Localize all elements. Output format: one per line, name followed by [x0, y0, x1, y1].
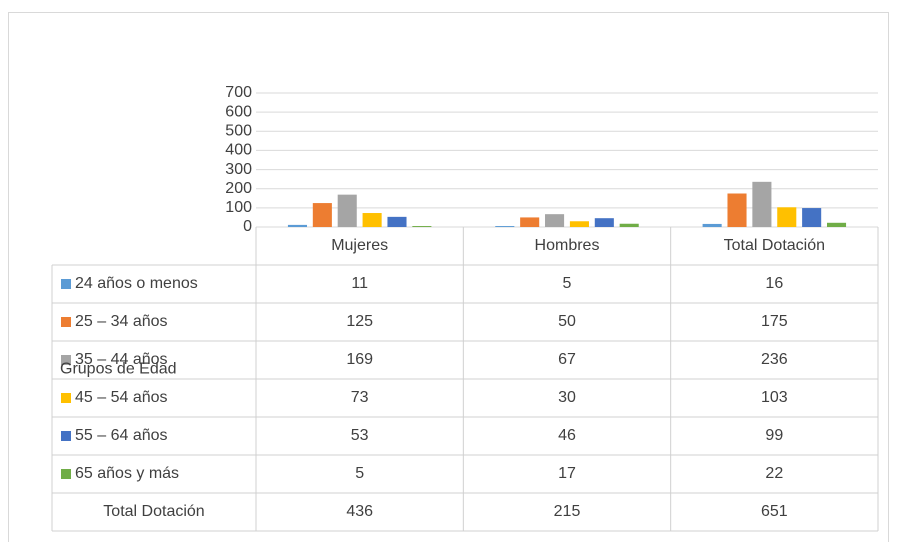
y-tick-label: 300 — [225, 161, 252, 178]
bar — [412, 226, 432, 227]
bar — [362, 213, 382, 227]
table-cell: 22 — [765, 465, 783, 482]
table-cell: 50 — [558, 313, 576, 330]
y-tick-label: 0 — [243, 218, 252, 235]
legend-swatch — [61, 317, 71, 327]
table-cell: 215 — [554, 503, 581, 520]
table-cell: 17 — [558, 465, 576, 482]
x-tick-label: Hombres — [535, 237, 600, 254]
legend-label: 35 – 44 años — [75, 351, 168, 368]
bar — [387, 216, 407, 227]
legend-label: 55 – 64 años — [75, 427, 168, 444]
table-cell: 11 — [351, 275, 368, 292]
bar — [826, 222, 847, 227]
legend-swatch — [61, 355, 71, 365]
bar — [702, 223, 722, 227]
legend-swatch — [61, 469, 71, 479]
bar — [752, 181, 772, 227]
legend-label: 45 – 54 años — [75, 389, 168, 406]
table-cell: 175 — [761, 313, 788, 330]
y-tick-label: 200 — [225, 180, 252, 197]
y-tick-label: 400 — [225, 142, 252, 159]
chart-frame — [8, 12, 889, 542]
bar — [520, 217, 540, 227]
table-cell: 5 — [355, 465, 364, 482]
x-tick-label: Total Dotación — [724, 237, 825, 254]
table-cell: 125 — [346, 313, 373, 330]
table-cell: 67 — [558, 351, 576, 368]
bar — [619, 223, 639, 227]
table-cell: 99 — [765, 427, 783, 444]
y-tick-label: 100 — [225, 199, 252, 216]
y-tick-label: 700 — [225, 84, 252, 101]
bar — [495, 226, 515, 227]
table-cell: 5 — [563, 275, 572, 292]
table-cell: 30 — [558, 389, 576, 406]
table-cell: 651 — [761, 503, 788, 520]
bar — [594, 218, 614, 227]
y-tick-label: 600 — [225, 103, 252, 120]
bar — [337, 194, 357, 227]
legend-swatch — [61, 431, 71, 441]
table-cell: 103 — [761, 389, 788, 406]
bar — [545, 214, 565, 227]
bar — [777, 207, 797, 227]
bar — [802, 208, 822, 227]
table-cell: 16 — [765, 275, 783, 292]
table-cell: 236 — [761, 351, 788, 368]
table-cell: 436 — [346, 503, 373, 520]
table-cell: 169 — [346, 351, 373, 368]
bar — [569, 221, 589, 227]
legend-swatch — [61, 393, 71, 403]
legend-label: 65 años y más — [75, 465, 179, 482]
table-cell: 53 — [351, 427, 369, 444]
legend-swatch — [61, 279, 71, 289]
bar — [287, 224, 308, 227]
x-tick-label: Mujeres — [331, 237, 388, 254]
legend-label: 25 – 34 años — [75, 313, 168, 330]
table-cell: 46 — [558, 427, 576, 444]
bar — [312, 203, 332, 227]
axis-title: Grupos de Edad — [60, 361, 177, 378]
table-cell: 73 — [351, 389, 369, 406]
y-tick-label: 500 — [225, 123, 252, 140]
bar — [727, 193, 747, 227]
legend-label: 24 años o menos — [75, 275, 198, 292]
table-row-label: Total Dotación — [103, 503, 204, 520]
